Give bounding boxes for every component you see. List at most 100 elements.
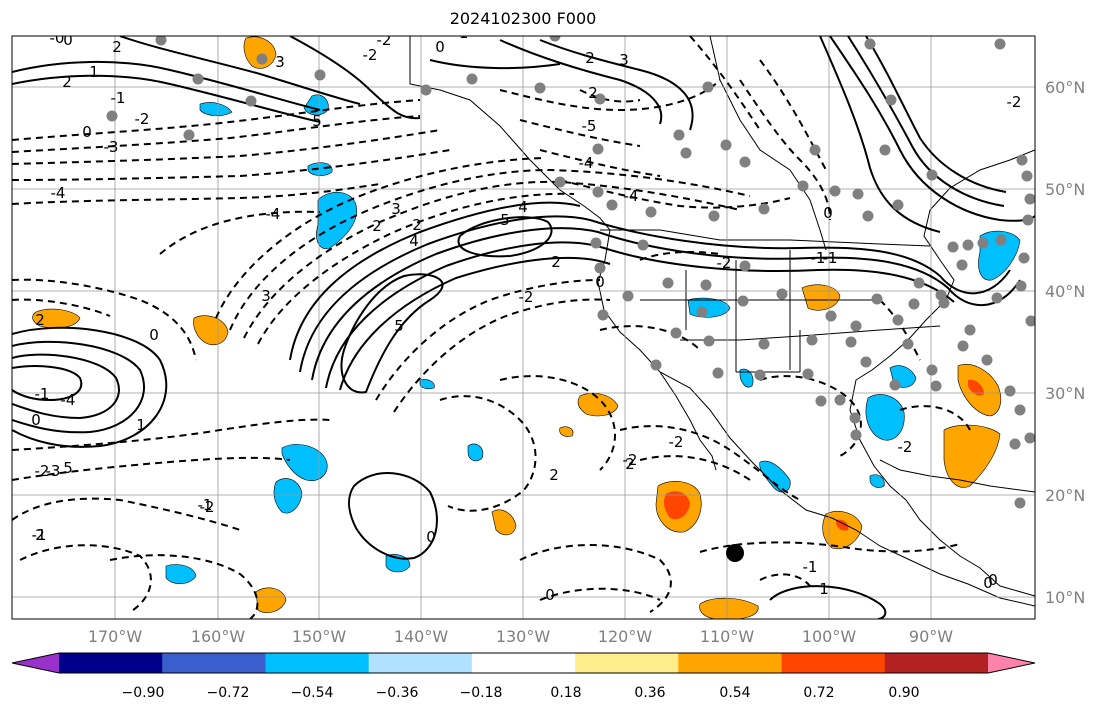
- contour-label: 5: [500, 211, 510, 229]
- contour-label: 1: [819, 580, 829, 598]
- contour-label: 1: [136, 416, 146, 434]
- colorbar-ticks: −0.90 −0.72 −0.54 −0.36 −0.18 0.18 0.36 …: [122, 685, 920, 701]
- contour-label: 2: [372, 217, 382, 235]
- lat-label: 40°N: [1045, 282, 1085, 301]
- lat-label: 20°N: [1045, 486, 1085, 505]
- contour-label: -1: [811, 249, 826, 267]
- contour-label: 0: [983, 574, 993, 592]
- contour-label: 5: [394, 317, 404, 335]
- contour-label: -1: [111, 89, 126, 107]
- contour-label: 5: [312, 112, 322, 130]
- contour-label: -1: [32, 526, 47, 544]
- contour-label: 0: [426, 528, 436, 546]
- colorbar-tick-label: 0.54: [719, 685, 750, 701]
- longitude-axis: 170°W 160°W 150°W 140°W 130°W 120°W 110°…: [88, 627, 953, 646]
- contour-label: 0: [988, 571, 998, 589]
- positive-contours: [12, 36, 1035, 619]
- contour-label: 2: [551, 253, 561, 271]
- contour-label: -2: [35, 462, 50, 480]
- colorbar-tick-label: 0.90: [888, 685, 919, 701]
- colorbar-segment: [471, 653, 576, 673]
- contour-label: -1: [823, 249, 838, 267]
- map-area: [12, 36, 1035, 619]
- contour-label: -4: [266, 205, 281, 223]
- negative-shading: [165, 94, 1021, 585]
- lat-label: 60°N: [1045, 78, 1085, 97]
- lon-label: 140°W: [394, 627, 449, 646]
- contour-label: -1: [803, 558, 818, 576]
- contour-label: 2: [35, 526, 45, 544]
- contour-label: 4: [518, 198, 528, 216]
- contour-label: 4: [409, 232, 419, 250]
- colorbar-extend-min: [12, 653, 59, 673]
- contour-label: 0: [595, 273, 605, 291]
- contour-label: 3: [391, 200, 401, 218]
- contour-label: 2: [588, 84, 598, 102]
- colorbar-segment: [59, 653, 163, 673]
- contour-label: 2: [35, 311, 45, 329]
- colorbar: [11, 652, 1036, 674]
- contour-label: -2: [363, 46, 378, 64]
- contour-label: -2: [669, 433, 684, 451]
- latitude-axis: 60°N 50°N 40°N 30°N 20°N 10°N: [1045, 78, 1085, 607]
- contour-label: -5: [582, 117, 597, 135]
- colorbar-segment: [678, 653, 783, 673]
- colorbar-tick-label: −0.72: [207, 685, 250, 701]
- contour-label: 2: [112, 38, 122, 56]
- colorbar-tick-label: 0.36: [634, 685, 665, 701]
- colorbar-tick-label: −0.18: [460, 685, 503, 701]
- contour-label: -1: [454, 24, 469, 42]
- map-frame: [11, 35, 1036, 620]
- contour-label: -2: [377, 31, 392, 49]
- contour-label: 0: [31, 411, 41, 429]
- station-markers: [106, 36, 1035, 509]
- contour-label: 3: [619, 51, 629, 69]
- contour-label: 2: [412, 216, 422, 234]
- colorbar-segment: [162, 653, 266, 673]
- lon-label: 170°W: [88, 627, 143, 646]
- contour-label: -4: [51, 184, 66, 202]
- contour-label: -2: [623, 451, 638, 469]
- lat-label: 50°N: [1045, 180, 1085, 199]
- contour-label: -2: [200, 498, 215, 516]
- strong-positive-shading: [663, 379, 984, 531]
- contour-label: 3: [261, 287, 271, 305]
- colorbar-tick-label: 0.72: [803, 685, 834, 701]
- contour-label: -2: [135, 110, 150, 128]
- contour-label: 2: [585, 49, 595, 67]
- lon-label: 160°W: [191, 627, 246, 646]
- lon-label: 120°W: [598, 627, 653, 646]
- colorbar-outline: [11, 652, 1036, 674]
- contour-label: -2: [1007, 93, 1022, 111]
- colorbar-segment: [575, 653, 679, 673]
- colorbar-extend-max: [988, 653, 1035, 673]
- contour-label: -4: [624, 187, 639, 205]
- contour-label: 0: [545, 586, 555, 604]
- highlight-station-marker: [726, 544, 744, 562]
- colorbar-tick-label: 0.18: [550, 685, 581, 701]
- contour-label: -2: [717, 254, 732, 272]
- colorbar-segment: [368, 653, 473, 673]
- contour-label: 1: [89, 63, 99, 81]
- contour-label: -1: [35, 385, 50, 403]
- contour-label: -3: [104, 138, 119, 156]
- contour-label: 2: [549, 466, 559, 484]
- contour-label: -4: [61, 391, 76, 409]
- contour-label: -1: [198, 496, 213, 514]
- colorbar-segment: [781, 653, 886, 673]
- contour-label: 0: [82, 123, 92, 141]
- colorbar-segment: [884, 653, 989, 673]
- contour-label: 0: [435, 38, 445, 56]
- lat-label: 10°N: [1045, 588, 1085, 607]
- contour-label: -4: [579, 154, 594, 172]
- contour-label: -3: [46, 462, 61, 480]
- contour-label: -0: [50, 29, 65, 47]
- contour-label: 3: [275, 53, 285, 71]
- contour-label: -2: [898, 438, 913, 456]
- colorbar-tick-label: −0.90: [122, 685, 165, 701]
- colorbar-tick-label: −0.54: [291, 685, 334, 701]
- map-title: 2024102300 F000: [449, 9, 597, 28]
- lon-label: 100°W: [802, 627, 857, 646]
